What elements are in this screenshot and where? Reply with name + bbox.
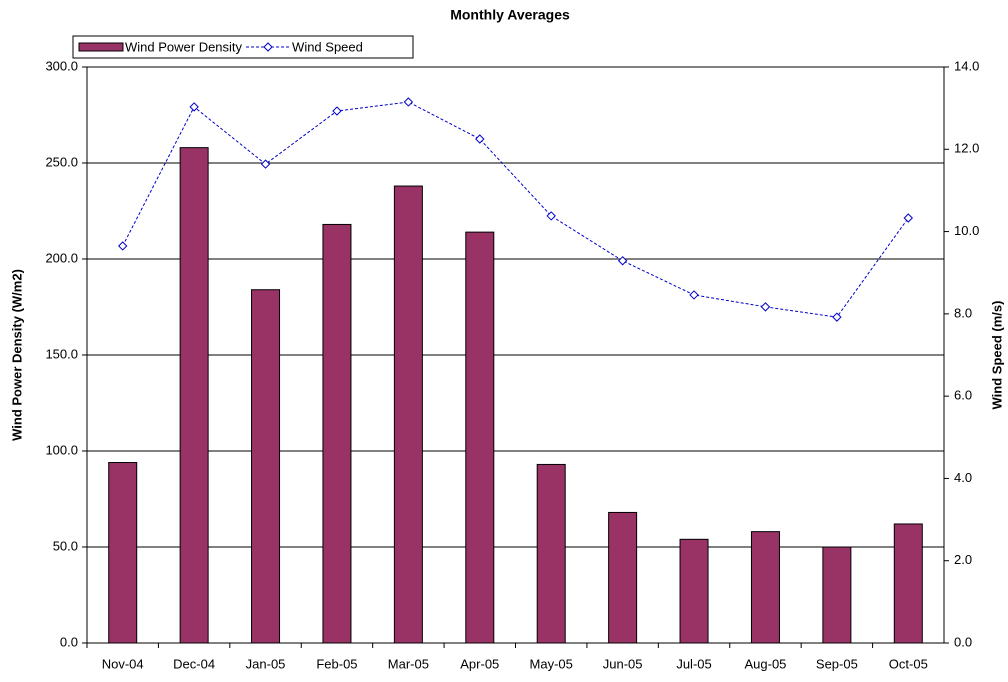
legend-swatch: [78, 42, 124, 52]
y2-tick-label: 12.0: [954, 141, 979, 156]
x-tick-label: Dec-04: [173, 656, 215, 671]
line: [122, 101, 909, 318]
legend-marker: [263, 42, 273, 52]
y-tick-label: 150.0: [45, 346, 78, 361]
legend: [72, 35, 414, 59]
bar: [322, 223, 352, 644]
x-tick-label: Apr-05: [460, 656, 499, 671]
marker: [260, 159, 271, 169]
bar: [822, 546, 852, 644]
x-tick-label: Aug-05: [744, 656, 786, 671]
marker: [832, 312, 842, 322]
x-tick-label: May-05: [530, 656, 573, 671]
y2-tick-label: 4.0: [954, 470, 972, 485]
bar: [679, 538, 709, 644]
legend-label: Wind Speed: [292, 39, 363, 54]
x-tick-label: Mar-05: [388, 656, 429, 671]
x-tick-label: Feb-05: [316, 656, 357, 671]
x-tick-label: Jul-05: [676, 656, 711, 671]
y-tick-label: 300.0: [45, 58, 78, 73]
bar: [393, 185, 423, 644]
marker: [332, 106, 342, 116]
x-tick-label: Nov-04: [102, 656, 144, 671]
marker: [189, 102, 199, 112]
y-tick-label: 50.0: [53, 538, 78, 553]
bar: [893, 523, 923, 644]
bar: [750, 531, 780, 644]
chart-title: Monthly Averages: [450, 7, 570, 23]
y2-tick-label: 0.0: [954, 634, 972, 649]
x-tick-label: Oct-05: [889, 656, 928, 671]
y-axis-title: Wind Power Density (W/m2): [9, 269, 24, 441]
marker: [475, 134, 485, 144]
y-tick-label: 200.0: [45, 250, 78, 265]
bar: [251, 289, 281, 644]
marker: [403, 97, 414, 107]
bar: [536, 463, 566, 644]
y2-tick-label: 6.0: [954, 388, 972, 403]
marker: [118, 241, 128, 251]
y2-axis-title: Wind Speed (m/s): [989, 301, 1004, 410]
bar: [465, 231, 495, 644]
y-tick-label: 250.0: [45, 154, 78, 169]
legend-label: Wind Power Density: [125, 39, 243, 54]
y2-tick-label: 2.0: [954, 552, 972, 567]
x-tick-label: Jun-05: [603, 656, 643, 671]
marker: [689, 290, 699, 300]
y-tick-label: 0.0: [60, 634, 78, 649]
marker: [546, 211, 556, 221]
marker: [760, 302, 771, 312]
marker: [617, 256, 628, 266]
x-tick-label: Jan-05: [246, 656, 286, 671]
y2-tick-label: 10.0: [954, 223, 979, 238]
marker: [903, 213, 913, 223]
y2-tick-label: 8.0: [954, 305, 972, 320]
bar: [608, 511, 638, 644]
y-tick-label: 100.0: [45, 442, 78, 457]
bar: [108, 462, 138, 644]
y2-tick-label: 14.0: [954, 58, 979, 73]
bar: [179, 147, 209, 644]
x-tick-label: Sep-05: [816, 656, 858, 671]
